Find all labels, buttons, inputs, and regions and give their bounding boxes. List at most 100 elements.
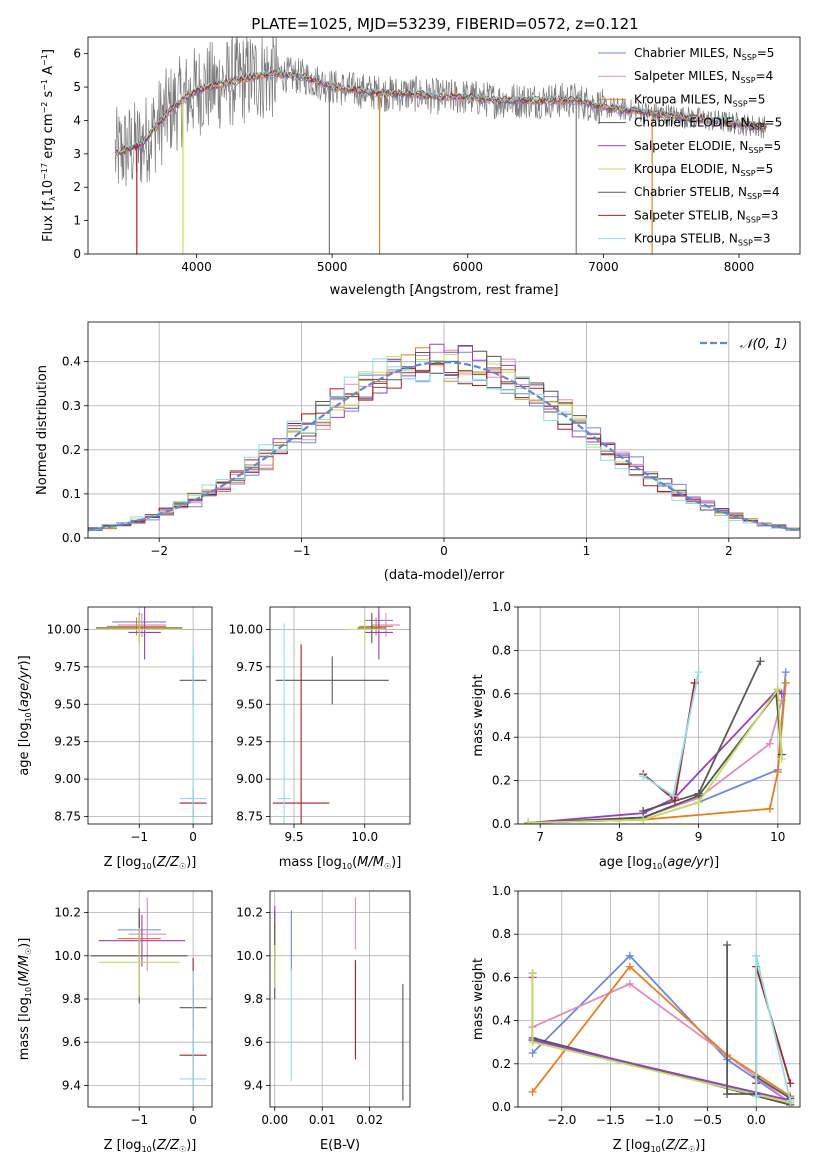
y-tick-label: 2 xyxy=(73,180,81,194)
y-tick-label: 1.0 xyxy=(492,884,511,898)
y-axis-label: mass weight xyxy=(471,958,486,1040)
y-tick-label: 5 xyxy=(73,80,81,94)
legend-entry: Chabrier MILES, NSSP=5 xyxy=(634,46,774,62)
y-tick-label: 9.8 xyxy=(62,992,81,1006)
weight-marker xyxy=(777,689,786,698)
x-tick-label: 7000 xyxy=(588,260,619,274)
weight-series-chabrier-stelib xyxy=(639,657,765,815)
x-axis-label: E(B-V) xyxy=(320,1138,360,1153)
weight-data xyxy=(524,657,790,824)
legend-entry: Salpeter ELODIE, NSSP=5 xyxy=(634,139,781,155)
x-tick-label: −1 xyxy=(130,1113,148,1127)
weight-marker xyxy=(773,767,782,776)
x-tick-label: −1 xyxy=(130,830,148,844)
y-tick-label: 9.50 xyxy=(54,697,81,711)
errorbar-data xyxy=(274,897,404,1101)
weight-series-kroupa-elodie xyxy=(524,685,786,824)
legend: Chabrier MILES, NSSP=5 Salpeter MILES, NS… xyxy=(598,46,782,248)
weight-marker xyxy=(639,815,648,824)
y-tick-label: 0.3 xyxy=(62,399,81,413)
x-axis-label: wavelength [Angstrom, rest frame] xyxy=(330,283,559,298)
weight-series-kroupa-miles xyxy=(528,962,795,1101)
x-tick-label: 0.02 xyxy=(356,1113,383,1127)
y-tick-label: 9.25 xyxy=(236,735,263,749)
errorbar-chabrier-elodie xyxy=(357,612,386,643)
plot-frame xyxy=(269,606,411,825)
y-tick-label: 9.50 xyxy=(236,697,263,711)
axes-age-vs-Z: −1 0 8.75 9.00 9.25 9.50 9.75 10.00 Z [log10(Z/Z… xyxy=(17,606,213,871)
y-tick-label: 9.4 xyxy=(62,1078,81,1092)
weight-marker xyxy=(765,739,774,748)
y-axis-label: mass [log10(M/M☉)] xyxy=(17,938,33,1061)
axes-weight-vs-Z: −2.0 −1.5 −1.0 −0.5 0.0 0.0 0.2 0.4 0.6 0.8 1.0 Z [… xyxy=(471,884,801,1154)
axes-spectrum: 4000 5000 6000 7000 8000 0 1 2 3 4 5 6 wavelength [A… xyxy=(40,36,801,298)
x-axis-label: Z [log10(Z/Z☉)] xyxy=(104,1138,197,1154)
y-tick-label: 4 xyxy=(73,113,81,127)
weight-line xyxy=(528,700,783,824)
errorbar-salpeter-miles xyxy=(117,612,167,637)
weight-data xyxy=(528,941,795,1107)
x-tick-label: 0 xyxy=(189,830,197,844)
y-tick-label: 0 xyxy=(73,247,81,261)
weight-marker xyxy=(781,668,790,677)
weight-marker xyxy=(765,804,774,813)
x-tick-label: 10 xyxy=(770,830,785,844)
weight-marker xyxy=(694,668,703,677)
x-tick-label: 5000 xyxy=(317,260,348,274)
weight-marker xyxy=(639,806,648,815)
weight-marker xyxy=(528,1049,537,1057)
legend-entry: Chabrier STELIB, NSSP=4 xyxy=(634,185,780,201)
y-tick-label: 9.4 xyxy=(244,1078,263,1092)
y-tick-label: 0.0 xyxy=(62,531,81,545)
plot-frame xyxy=(517,606,801,825)
y-tick-label: 10.2 xyxy=(54,906,81,920)
weight-line xyxy=(528,672,787,824)
weight-marker xyxy=(625,979,634,988)
weight-line xyxy=(531,973,791,1104)
weight-marker xyxy=(786,1096,795,1105)
weight-series-salpeter-elodie xyxy=(528,973,795,1105)
weight-marker xyxy=(528,1087,537,1096)
y-tick-label: 0.2 xyxy=(62,443,81,457)
weight-series-kroupa-stelib xyxy=(752,951,795,1105)
axes-age-vs-mass: 9.5 10.0 8.75 9.00 9.25 9.50 9.75 10.00 mass [lo… xyxy=(229,606,411,871)
y-tick-label: 0.0 xyxy=(492,817,511,831)
y-tick-label: 6 xyxy=(73,47,81,61)
weight-series-chabrier-miles xyxy=(524,668,790,824)
weight-line xyxy=(531,965,791,1097)
x-tick-label: 4000 xyxy=(181,260,212,274)
axes-mass-vs-Z: −1 0 9.4 9.6 9.8 10.0 10.2 Z [log10(Z/Z☉)] mass … xyxy=(17,890,213,1154)
weight-line xyxy=(642,682,696,802)
y-tick-label: 0.4 xyxy=(492,1014,511,1028)
weight-marker xyxy=(524,818,533,824)
axes-mass-vs-ebv: 0.00 0.01 0.02 9.4 9.6 9.8 10.0 10.2 E(B-V) xyxy=(236,890,411,1153)
legend-entry: Kroupa ELODIE, NSSP=5 xyxy=(634,162,773,178)
legend-entry: Salpeter MILES, NSSP=4 xyxy=(634,69,773,85)
weight-marker xyxy=(690,678,699,687)
x-tick-label: 0.00 xyxy=(261,1113,288,1127)
weight-series-kroupa-stelib xyxy=(639,668,703,800)
errorbar-salpeter-miles xyxy=(128,897,167,971)
weight-marker xyxy=(639,772,648,781)
weight-marker xyxy=(752,951,761,960)
x-tick-label: 0 xyxy=(440,544,448,558)
x-axis-label: mass [log10(M/M☉)] xyxy=(279,855,402,871)
x-axis-label: Z [log10(Z/Z☉)] xyxy=(104,855,197,871)
y-tick-label: 10.2 xyxy=(236,906,263,920)
weight-line xyxy=(528,686,783,824)
y-tick-label: 10.0 xyxy=(54,949,81,963)
weight-marker xyxy=(773,685,782,694)
x-tick-label: 6000 xyxy=(452,260,483,274)
errorbar-kroupa-elodie xyxy=(98,927,180,997)
weight-marker xyxy=(528,1038,537,1047)
y-tick-label: 9.75 xyxy=(236,660,263,674)
y-tick-label: 0.4 xyxy=(492,730,511,744)
weight-marker xyxy=(670,796,679,805)
legend-entry: Salpeter STELIB, NSSP=3 xyxy=(634,208,778,224)
x-tick-label: −1.5 xyxy=(596,1113,625,1127)
weight-marker xyxy=(781,678,790,687)
y-tick-label: 9.6 xyxy=(62,1035,81,1049)
x-axis-label: age [log10(age/yr)] xyxy=(599,855,719,871)
weight-marker xyxy=(625,962,634,971)
y-tick-label: 0.2 xyxy=(492,774,511,788)
